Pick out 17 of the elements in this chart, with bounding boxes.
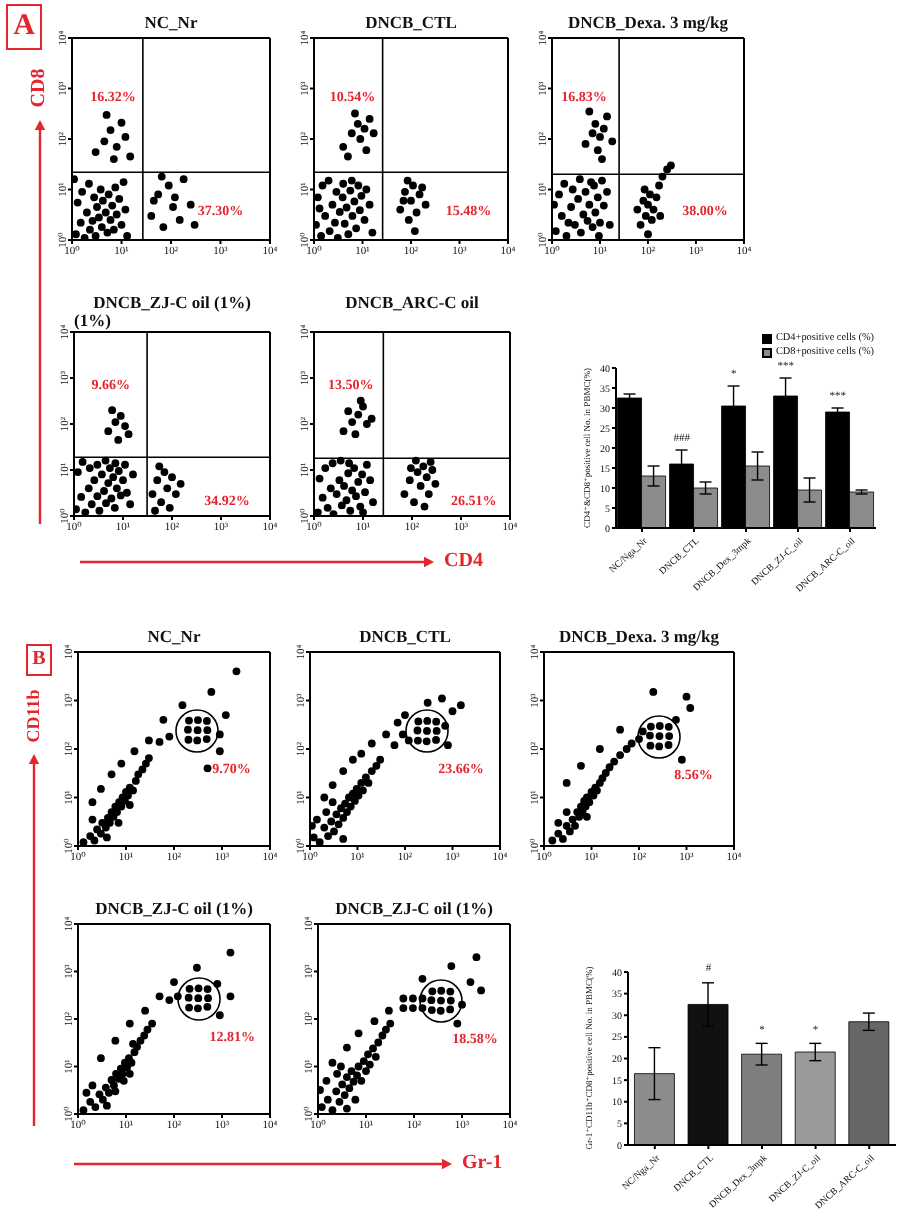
x-axis-title: Gr-1 [462, 1152, 503, 1174]
x-axis-title: CD4 [444, 550, 483, 572]
chart-title: NC_Nr [144, 11, 198, 32]
chart-title: DNCB_CTL [365, 11, 457, 32]
chart-title: DNCB_ARC-C oil [345, 291, 479, 312]
y-axis-title: CD8 [28, 68, 50, 108]
chart-title: DNCB_ZJ-C oil (1%) [93, 291, 251, 312]
chart-title: DNCB_Dexa. 3 mg/kg [558, 625, 720, 646]
text: B [26, 644, 52, 676]
chart-title: NC_Nr [147, 625, 201, 646]
y-axis-title: CD11b [23, 689, 43, 743]
chart-subtitle: (1%) [74, 309, 111, 330]
chart-title: DNCB_CTL [359, 625, 451, 646]
text: A [6, 4, 42, 50]
chart-title: DNCB_ZJ-C oil (1%) [335, 897, 493, 918]
chart-title: DNCB_Dexa. 3 mg/kg [567, 11, 729, 32]
chart-title: DNCB_ZJ-C oil (1%) [95, 897, 253, 918]
